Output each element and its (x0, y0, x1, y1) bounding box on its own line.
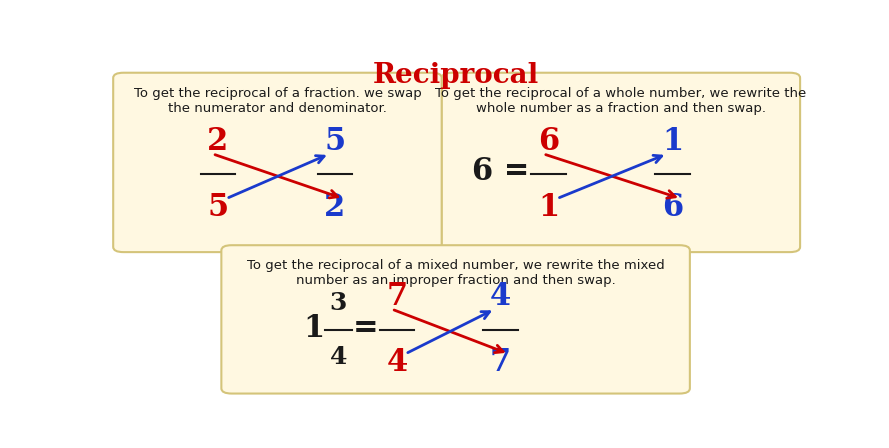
FancyBboxPatch shape (221, 245, 690, 393)
Text: 1: 1 (662, 126, 684, 157)
Text: 2: 2 (324, 192, 346, 223)
Text: 7: 7 (387, 281, 408, 313)
Text: 6 =: 6 = (472, 155, 529, 186)
Text: =: = (353, 313, 379, 344)
Text: To get the reciprocal of a fraction. we swap
the numerator and denominator.: To get the reciprocal of a fraction. we … (133, 86, 421, 115)
Text: To get the reciprocal of a mixed number, we rewrite the mixed
number as an impro: To get the reciprocal of a mixed number,… (247, 259, 664, 287)
Text: 5: 5 (324, 126, 346, 157)
Text: 2: 2 (207, 126, 228, 157)
FancyBboxPatch shape (113, 73, 442, 252)
Text: 4: 4 (387, 347, 408, 378)
Text: 3: 3 (330, 291, 348, 315)
Text: 7: 7 (490, 347, 511, 378)
Text: 6: 6 (662, 192, 684, 223)
Text: 1: 1 (538, 192, 559, 223)
Text: 5: 5 (207, 192, 228, 223)
FancyBboxPatch shape (442, 73, 800, 252)
Text: Reciprocal: Reciprocal (372, 62, 539, 90)
Text: 1: 1 (304, 313, 325, 344)
Text: To get the reciprocal of a whole number, we rewrite the
whole number as a fracti: To get the reciprocal of a whole number,… (436, 86, 806, 115)
Text: 6: 6 (538, 126, 559, 157)
Text: 4: 4 (330, 345, 348, 369)
Text: 4: 4 (490, 281, 511, 313)
